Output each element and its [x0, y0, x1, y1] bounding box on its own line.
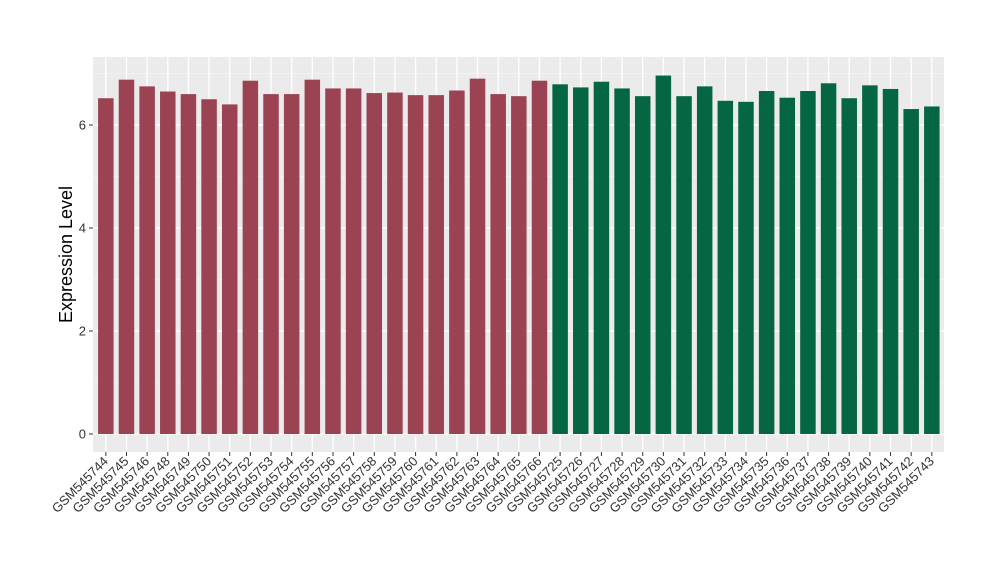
bar — [511, 96, 527, 434]
bar — [428, 95, 444, 434]
y-tick-label: 6 — [79, 118, 86, 133]
bar — [366, 93, 383, 434]
bar — [221, 104, 238, 435]
bar — [758, 91, 775, 434]
bar — [531, 80, 548, 435]
bar — [139, 86, 155, 434]
bar — [283, 94, 300, 434]
bar — [862, 85, 878, 434]
bar — [634, 96, 651, 434]
bar — [552, 84, 568, 434]
bar — [345, 88, 362, 434]
bar — [387, 92, 403, 435]
bar — [924, 106, 940, 435]
bar — [201, 99, 217, 434]
bar — [841, 98, 857, 434]
bar — [696, 86, 713, 434]
bar — [573, 87, 589, 434]
bar — [800, 91, 816, 434]
bar — [779, 97, 796, 434]
x-axis: GSM545744GSM545745GSM545746GSM545748GSM5… — [49, 452, 937, 516]
bar — [325, 88, 341, 434]
bar — [717, 100, 734, 435]
y-axis: 0 2 4 6 — [79, 118, 93, 442]
bar — [449, 90, 465, 435]
bar — [903, 109, 919, 434]
bar — [593, 81, 610, 435]
y-tick-label: 4 — [79, 221, 86, 236]
y-axis-label: Expression Level — [56, 186, 76, 323]
y-tick-label: 2 — [79, 324, 86, 339]
bar — [738, 101, 754, 434]
bar — [242, 80, 259, 435]
bar — [118, 79, 135, 435]
bar — [614, 88, 630, 434]
bar — [655, 75, 672, 434]
bar — [160, 91, 176, 435]
bar — [407, 95, 424, 434]
bar — [304, 79, 321, 435]
bar — [98, 98, 114, 434]
bar — [820, 83, 837, 434]
bar — [469, 78, 486, 435]
bar — [263, 94, 279, 434]
bar — [882, 88, 899, 434]
bar — [490, 94, 506, 434]
bar — [676, 96, 692, 434]
y-tick-label: 0 — [79, 427, 86, 442]
bar — [180, 94, 197, 434]
bars — [98, 75, 940, 435]
